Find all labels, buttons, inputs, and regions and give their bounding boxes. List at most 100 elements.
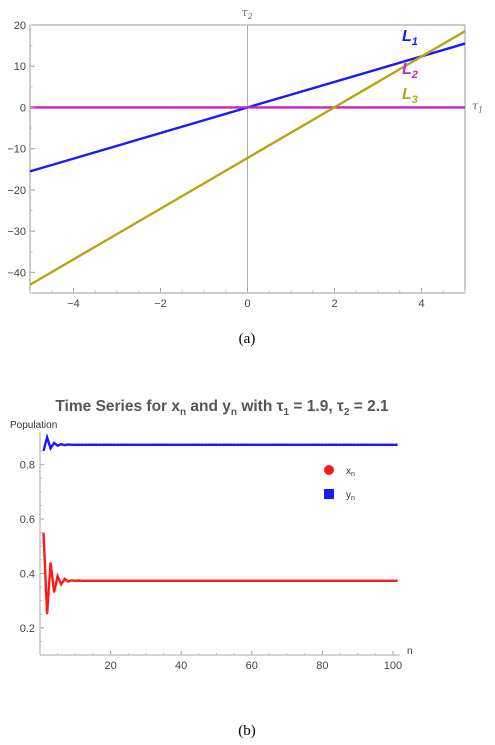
point-yn: [388, 443, 391, 447]
y-tick-label-b: 0.6: [20, 514, 35, 526]
point-xn: [176, 579, 179, 583]
point-xn: [222, 579, 225, 583]
point-xn: [229, 579, 232, 583]
legend-label: xn: [346, 466, 355, 478]
point-xn: [388, 579, 391, 583]
point-yn: [303, 443, 307, 447]
point-xn: [306, 579, 310, 583]
point-xn: [239, 579, 243, 583]
point-yn: [331, 443, 335, 447]
point-xn: [232, 579, 236, 583]
y-tick-label-b: 0.2: [20, 623, 35, 635]
point-yn: [215, 443, 218, 447]
point-xn: [246, 579, 250, 583]
series-label-l1: L1: [402, 28, 418, 48]
point-xn: [236, 579, 239, 583]
y-tick-label-b: 0.4: [20, 568, 35, 580]
point-xn: [363, 579, 367, 583]
point-xn: [377, 579, 381, 583]
point-yn: [264, 443, 268, 447]
point-yn: [222, 443, 225, 447]
point-yn: [296, 443, 299, 447]
point-xn: [172, 579, 176, 583]
caption-a: (a): [239, 331, 256, 347]
point-yn: [211, 443, 215, 447]
point-yn: [179, 443, 183, 447]
x-tick-label-b: 80: [316, 660, 328, 672]
point-xn: [324, 579, 328, 583]
point-yn: [373, 443, 377, 447]
point-xn: [91, 579, 95, 583]
y-tick-label-b: 0.8: [20, 460, 35, 472]
x-tick-label-a: 0: [244, 298, 250, 310]
point-xn: [299, 579, 303, 583]
point-xn: [105, 579, 109, 583]
point-yn: [370, 443, 374, 447]
point-xn: [119, 579, 123, 583]
point-xn: [356, 579, 359, 583]
point-yn: [186, 443, 190, 447]
point-xn: [88, 579, 91, 583]
point-yn: [169, 443, 172, 447]
point-xn: [264, 579, 268, 583]
point-yn: [116, 443, 119, 447]
point-xn: [331, 579, 335, 583]
point-xn: [109, 579, 112, 583]
point-xn: [303, 579, 307, 583]
y-axis-label-a: τ2: [242, 6, 253, 21]
point-yn: [253, 443, 257, 447]
point-yn: [144, 443, 148, 447]
point-yn: [317, 443, 321, 447]
y-tick-label-a: 10: [14, 61, 26, 73]
legend-label: yn: [346, 490, 355, 502]
point-yn: [250, 443, 254, 447]
point-xn: [102, 579, 105, 583]
point-xn: [250, 579, 254, 583]
x-tick-label-b: 40: [175, 660, 187, 672]
point-yn: [158, 443, 162, 447]
point-xn: [126, 579, 130, 583]
point-yn: [133, 443, 137, 447]
point-yn: [109, 443, 112, 447]
point-yn: [282, 443, 285, 447]
chart-title-b: Time Series for xn and yn with τ1 = 1.9,…: [55, 398, 389, 418]
point-xn: [321, 579, 324, 583]
point-xn: [395, 579, 398, 583]
point-yn: [289, 443, 292, 447]
point-xn: [158, 579, 162, 583]
point-yn: [95, 443, 98, 447]
point-xn: [165, 579, 169, 583]
x-tick-label-a: 4: [418, 298, 424, 310]
point-xn: [201, 579, 204, 583]
point-xn: [179, 579, 183, 583]
series-label-l3: L3: [402, 86, 418, 106]
point-xn: [98, 579, 102, 583]
point-yn: [349, 443, 352, 447]
point-xn: [313, 579, 317, 583]
point-xn: [84, 579, 88, 583]
point-xn: [317, 579, 321, 583]
x-tick-label-b: 60: [246, 660, 258, 672]
series-label-l2: L2: [402, 61, 418, 81]
point-xn: [162, 579, 165, 583]
point-yn: [201, 443, 204, 447]
point-xn: [211, 579, 215, 583]
point-xn: [253, 579, 257, 583]
point-yn: [88, 443, 91, 447]
point-yn: [292, 443, 296, 447]
point-xn: [384, 579, 388, 583]
point-yn: [197, 443, 201, 447]
point-yn: [345, 443, 349, 447]
point-yn: [239, 443, 243, 447]
point-yn: [275, 443, 278, 447]
point-xn: [342, 579, 345, 583]
point-xn: [275, 579, 278, 583]
y-tick-label-a: −20: [7, 185, 26, 197]
caption-b: (b): [238, 723, 256, 739]
point-yn: [243, 443, 247, 447]
point-yn: [130, 443, 134, 447]
point-yn: [278, 443, 282, 447]
point-yn: [299, 443, 303, 447]
point-xn: [133, 579, 137, 583]
point-yn: [204, 443, 208, 447]
